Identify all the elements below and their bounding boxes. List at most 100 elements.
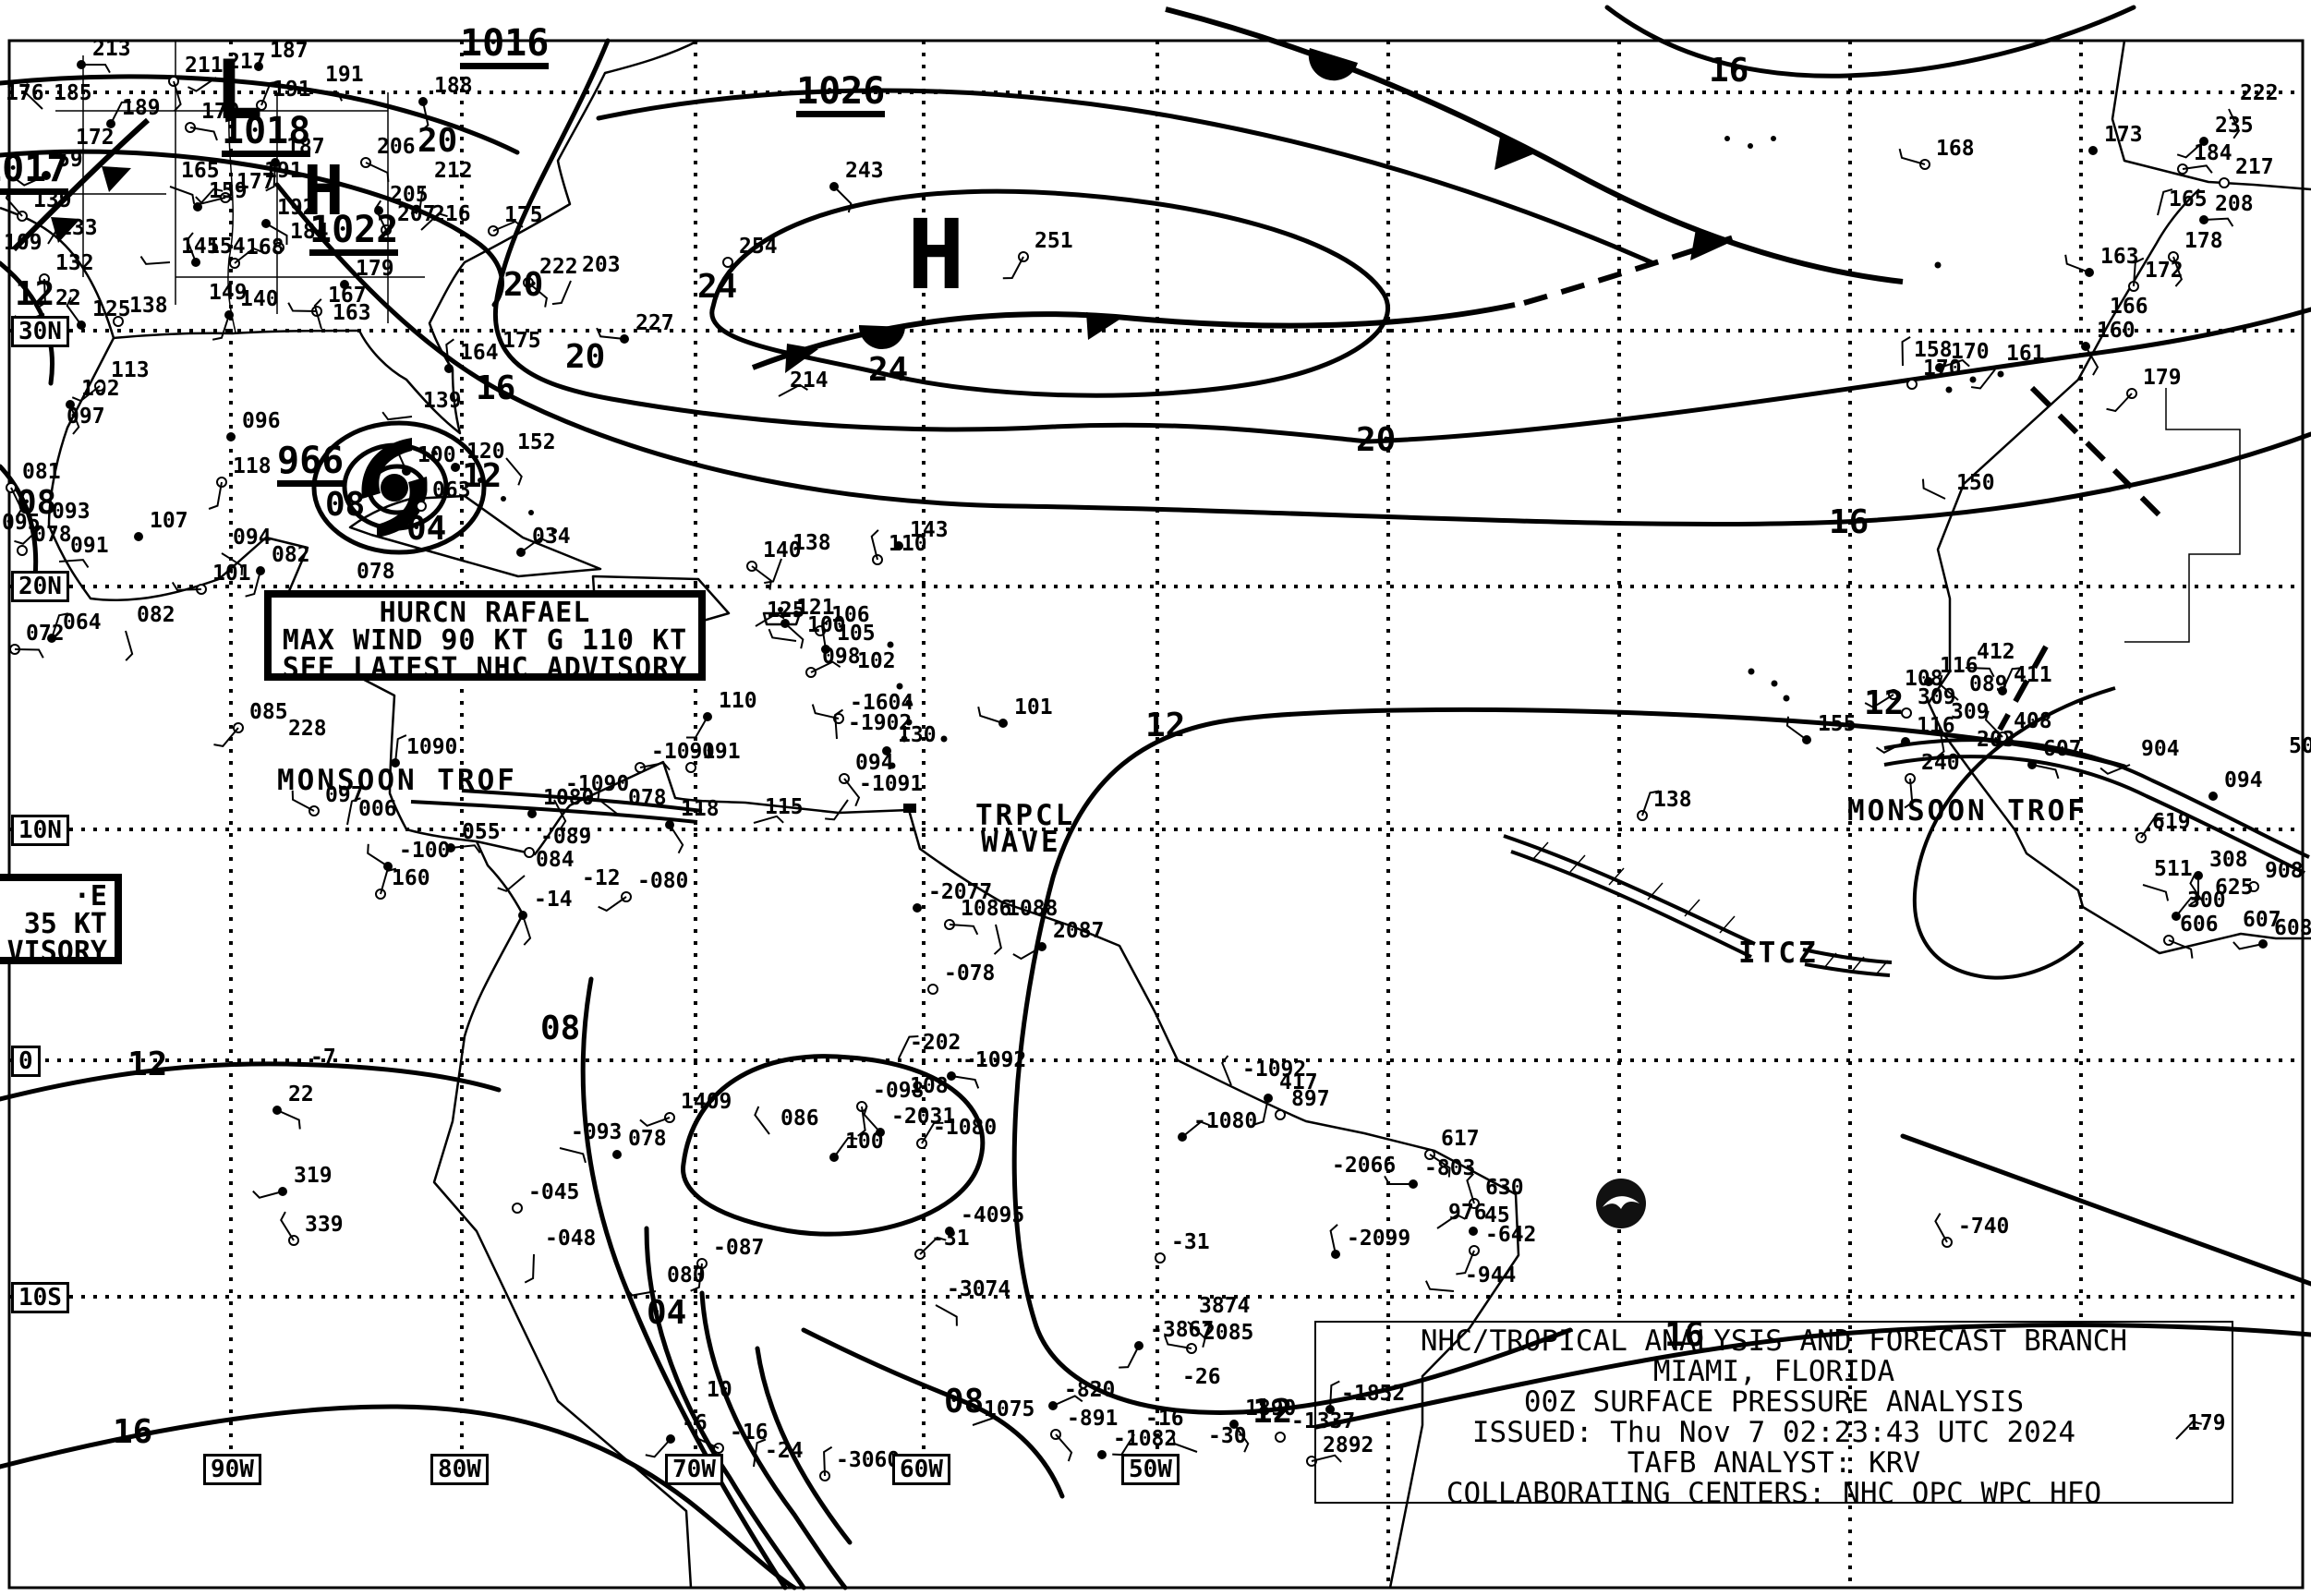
wind-barb xyxy=(346,797,361,826)
station-value: 078 xyxy=(628,786,667,810)
station-value: 170 xyxy=(1923,357,1962,381)
wind-barb xyxy=(972,1416,1003,1426)
station-value: -1080 xyxy=(933,1116,997,1140)
station-value: 203 xyxy=(1977,728,2015,752)
storm-name: HURCN RAFAEL xyxy=(379,597,591,629)
station-value: -4095 xyxy=(961,1203,1024,1227)
station-value: 161 xyxy=(2006,342,2045,366)
station-value: 173 xyxy=(2104,123,2143,147)
station-value: 45 xyxy=(1484,1203,1510,1227)
station-value: 170 xyxy=(1951,340,1990,364)
station-value: -820 xyxy=(1064,1378,1115,1402)
station-value: 243 xyxy=(845,159,884,183)
wind-barb xyxy=(2085,345,2099,376)
station-dot xyxy=(340,280,349,289)
station-value: 300 xyxy=(2187,889,2226,913)
wind-barb xyxy=(1936,727,1945,758)
station-dot xyxy=(1097,1450,1107,1459)
isobar-16-topright xyxy=(1604,5,2136,79)
isobar-peru-d xyxy=(755,1346,853,1545)
station-value: 116 xyxy=(1917,714,1955,738)
wind-barb xyxy=(195,196,226,205)
pressure-value-label: 1017 xyxy=(0,148,68,190)
station-value: 309 xyxy=(1951,700,1990,724)
isobar-12-equator xyxy=(0,1061,502,1102)
wind-barb xyxy=(171,581,202,591)
wind-barb xyxy=(1934,1213,1948,1243)
station-value: -093 xyxy=(571,1120,622,1144)
station-value: 138 xyxy=(793,531,831,555)
wind-barb xyxy=(1641,790,1660,816)
station-value: 408 xyxy=(2014,709,2052,733)
wind-barb xyxy=(380,867,397,895)
station-value: 095 xyxy=(2,511,41,535)
station-value: 607 xyxy=(2043,737,2082,761)
wind-barb xyxy=(71,385,101,403)
station-dot xyxy=(254,62,263,71)
station-value: 213 xyxy=(92,37,131,61)
wind-barb xyxy=(2228,108,2241,139)
wind-barb xyxy=(2168,939,2194,959)
south-america-west-coast xyxy=(432,840,693,1589)
station-value: 3874 xyxy=(1199,1294,1250,1318)
isobar-label: 20 xyxy=(565,338,605,376)
wind-barb xyxy=(1052,1395,1083,1407)
wind-barb xyxy=(186,232,197,263)
station-value: 188 xyxy=(434,74,473,98)
wind-barb xyxy=(2099,764,2131,775)
station-value: -087 xyxy=(713,1236,764,1260)
isobar-label: 04 xyxy=(647,1294,686,1332)
itcz-band xyxy=(1503,834,1893,977)
hurricane-rafael-box: HURCN RAFAEL MAX WIND 90 KT G 110 KT SEE… xyxy=(264,590,706,683)
station-value: 158 xyxy=(1914,338,1953,362)
station-value: 179 xyxy=(2187,1411,2226,1435)
monsoon-trof-line-right xyxy=(1883,738,2310,875)
station-value: 504 xyxy=(2289,734,2311,758)
wind-barb xyxy=(625,1288,657,1297)
north-america-coast xyxy=(0,206,1520,1589)
station-value: -1852 xyxy=(1341,1382,1405,1406)
isobar-16 xyxy=(274,182,2311,526)
station-value: -642 xyxy=(1485,1223,1536,1247)
station-value: -078 xyxy=(944,961,995,985)
wind-barb xyxy=(2182,164,2213,174)
isobar-label: 24 xyxy=(697,268,737,306)
wind-barb xyxy=(598,896,627,913)
station-value: 165 xyxy=(181,159,220,183)
wind-barb xyxy=(2175,896,2201,917)
longitude-label-80W: 80W xyxy=(430,1454,489,1485)
station-value: 2892 xyxy=(1323,1433,1373,1457)
wind-barb xyxy=(1939,674,1959,701)
wind-barb xyxy=(365,162,390,183)
station-value: 116 xyxy=(1940,654,1978,678)
wind-barb xyxy=(420,101,430,132)
wind-barb xyxy=(139,255,171,265)
longitude-label-60W: 60W xyxy=(892,1454,950,1485)
station-value: 108 xyxy=(1905,667,1943,691)
station-value: 228 xyxy=(288,717,327,741)
station-value: -089 xyxy=(540,825,591,849)
title-block: NHC/TROPICAL ANALYSIS AND FORECAST BRANC… xyxy=(1314,1321,2233,1509)
station-value: -100 xyxy=(399,839,450,863)
isobar-08-peru xyxy=(580,976,788,1590)
station-value: 091 xyxy=(70,534,109,558)
wind-barb xyxy=(669,824,684,854)
isobar-label: 08 xyxy=(944,1383,984,1421)
wind-barb xyxy=(1233,1423,1250,1453)
wind-barb xyxy=(1785,716,1808,741)
pressure-value-label: 1016 xyxy=(460,22,549,65)
wind-barb xyxy=(977,706,1004,724)
wind-barb xyxy=(520,537,550,553)
station-value: 121 xyxy=(796,596,835,620)
station-value: 1890 xyxy=(1245,1396,1296,1421)
station-value: 160 xyxy=(392,866,430,890)
station-value: -16 xyxy=(1145,1407,1184,1431)
station-value: 133 xyxy=(59,216,98,240)
wind-barb xyxy=(2189,875,2205,904)
station-value: -740 xyxy=(1958,1215,2009,1239)
wind-barb xyxy=(69,404,80,435)
wind-barb xyxy=(47,222,70,245)
station-value: 165 xyxy=(2169,187,2208,212)
wind-barb xyxy=(1384,1175,1413,1185)
